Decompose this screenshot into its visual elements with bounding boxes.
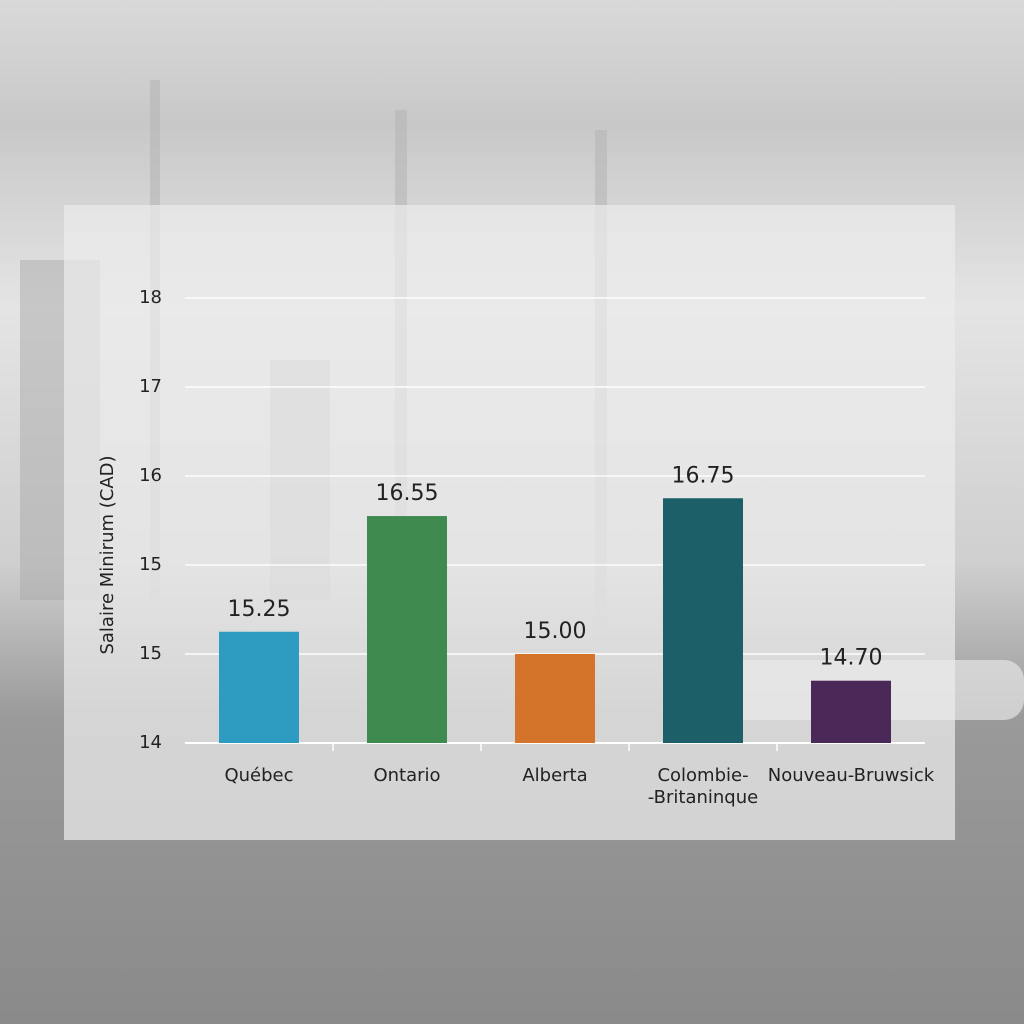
value-label: 14.70: [820, 646, 883, 671]
y-axis-title: Salaire Minirum (CAD): [97, 455, 118, 654]
x-tick-label: Ontario: [373, 765, 441, 786]
value-label: 16.55: [376, 481, 439, 506]
value-label: 15.25: [228, 597, 291, 622]
x-tick-label: Nouveau-Bruwsick: [767, 765, 935, 786]
x-tick-label: Québec: [224, 765, 294, 786]
x-tick-label: Colombie- -Britaninque: [647, 765, 759, 808]
bar: [219, 631, 299, 743]
value-label: 15.00: [524, 619, 587, 644]
y-tick-label: 18: [139, 287, 162, 308]
bar: [367, 516, 447, 743]
bar: [811, 680, 891, 743]
bar: [663, 498, 743, 743]
y-tick-label: 15: [139, 643, 162, 664]
x-tick-label: Alberta: [522, 765, 588, 786]
y-tick-label: 17: [139, 376, 162, 397]
bar: [515, 654, 595, 743]
value-label: 16.75: [672, 463, 735, 488]
y-tick-label: 14: [139, 732, 162, 753]
chart-panel: [64, 205, 955, 840]
y-tick-label: 16: [139, 465, 162, 486]
y-tick-label: 15: [139, 554, 162, 575]
